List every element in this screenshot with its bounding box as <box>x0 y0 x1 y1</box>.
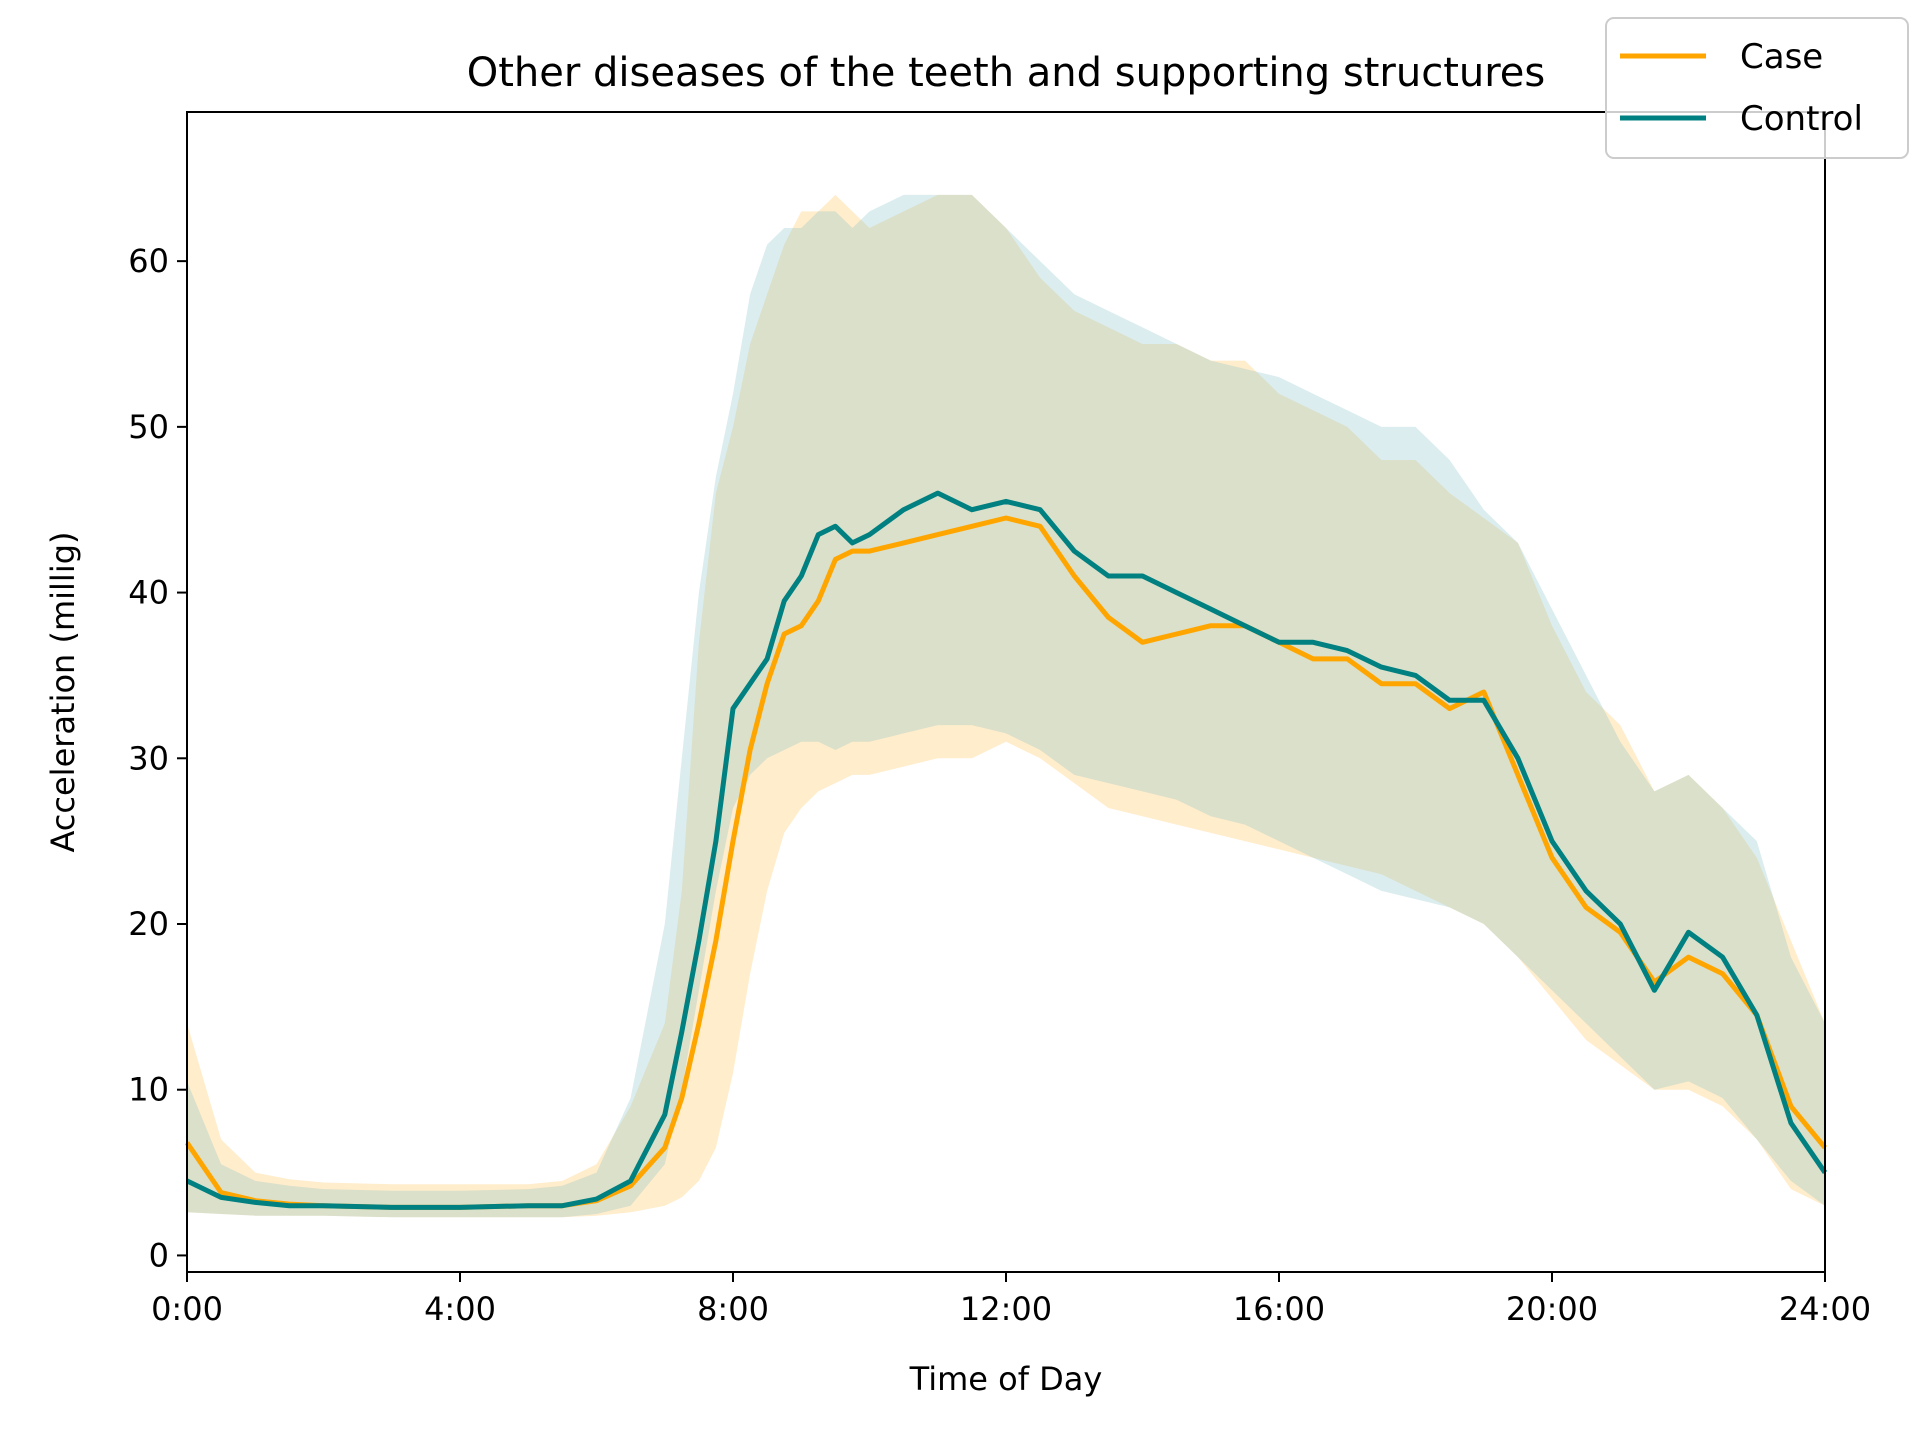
x-axis: 0:00 4:00 8:00 12:00 16:00 20:00 24:00 <box>151 1272 1871 1328</box>
confidence-bands <box>187 194 1825 1218</box>
x-tick-label: 8:00 <box>697 1290 769 1328</box>
y-tick-label: 20 <box>128 905 169 943</box>
y-tick-label: 10 <box>128 1071 169 1109</box>
series-lines <box>184 490 1828 1210</box>
y-tick-label: 40 <box>128 574 169 612</box>
x-tick-label: 20:00 <box>1506 1290 1598 1328</box>
x-axis-label: Time of Day <box>909 1360 1103 1398</box>
y-axis-label: Acceleration (millig) <box>44 531 82 852</box>
x-tick-label: 4:00 <box>424 1290 496 1328</box>
y-tick-label: 60 <box>128 242 169 280</box>
x-tick-label: 24:00 <box>1779 1290 1871 1328</box>
legend-label-case: Case <box>1740 37 1823 77</box>
line-control <box>185 490 1828 1210</box>
legend: Case Control <box>1605 17 1909 159</box>
legend-box <box>1605 17 1909 159</box>
band-control <box>187 194 1825 1218</box>
x-tick-label: 0:00 <box>151 1290 223 1328</box>
y-axis: 0 10 20 30 40 50 60 <box>128 242 187 1274</box>
y-tick-label: 50 <box>128 408 169 446</box>
y-tick-label: 30 <box>128 739 169 777</box>
y-tick-label: 0 <box>149 1236 169 1274</box>
x-tick-label: 12:00 <box>960 1290 1052 1328</box>
band-case <box>187 194 1825 1218</box>
legend-label-control: Control <box>1740 99 1863 139</box>
x-tick-label: 16:00 <box>1233 1290 1325 1328</box>
chart-title: Other diseases of the teeth and supporti… <box>467 50 1546 96</box>
